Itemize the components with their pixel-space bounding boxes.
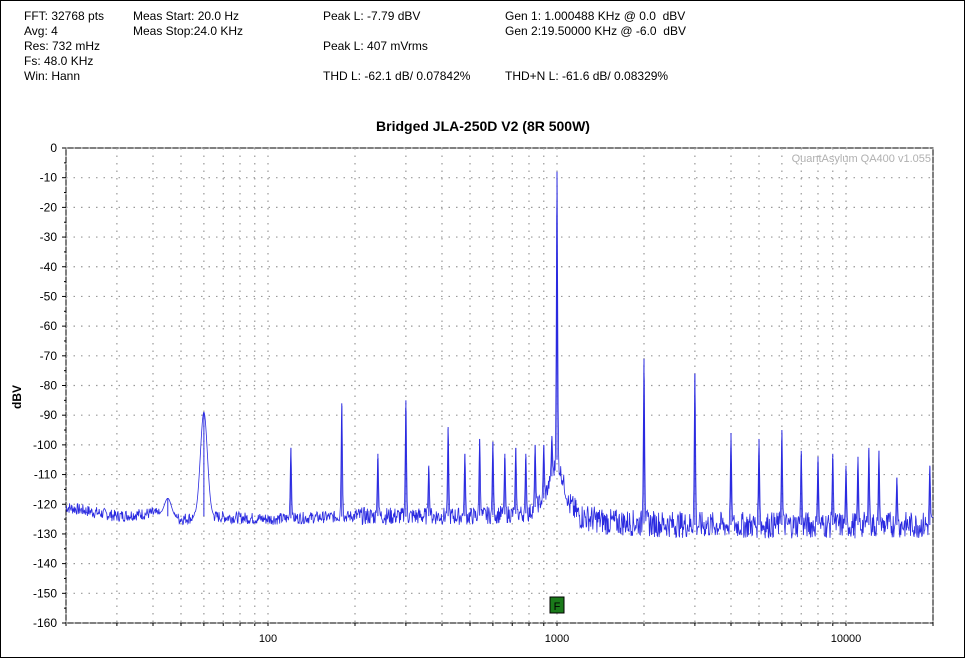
y-tick-label: -100	[33, 438, 57, 452]
y-tick-label: -70	[40, 349, 58, 363]
x-tick-label: 100	[259, 633, 277, 645]
thdn-l: THD+N L: -61.6 dB/ 0.08329%	[505, 69, 669, 83]
chart-title: Bridged JLA-250D V2 (8R 500W)	[376, 118, 590, 134]
plot-area	[65, 147, 934, 624]
y-tick-label: -50	[40, 289, 58, 303]
y-tick-label: -90	[40, 408, 58, 422]
y-tick-label: -40	[40, 260, 58, 274]
x-tick-label: 10000	[831, 633, 862, 645]
peak-l-dbv: Peak L: -7.79 dBV	[323, 9, 421, 23]
res-info: Res: 732 mHz	[24, 39, 101, 53]
x-tick-label: 1000	[545, 633, 569, 645]
y-tick-label: -30	[40, 230, 58, 244]
y-tick-label: -80	[40, 379, 58, 393]
fs-info: Fs: 48.0 KHz	[24, 54, 94, 68]
y-tick-label: -140	[33, 557, 57, 571]
peak-l-vrms: Peak L: 407 mVrms	[323, 39, 428, 53]
gen1-info: Gen 1: 1.000488 KHz @ 0.0 dBV	[505, 9, 686, 23]
gen2-info: Gen 2:19.50000 KHz @ -6.0 dBV	[505, 24, 686, 38]
fundamental-marker	[549, 596, 565, 614]
y-tick-label: -110	[34, 468, 57, 482]
fundamental-marker-label: F	[554, 601, 561, 613]
meas-start-info: Meas Start: 20.0 Hz	[133, 9, 240, 23]
meas-stop-info: Meas Stop:24.0 KHz	[133, 24, 244, 38]
y-tick-label: -160	[33, 616, 57, 630]
y-tick-label: -130	[33, 527, 57, 541]
spectrum-trace	[65, 177, 934, 540]
window-info: Win: Hann	[24, 69, 81, 83]
y-tick-label: 0	[50, 141, 57, 155]
y-tick-label: -150	[33, 586, 57, 600]
y-tick-label: -60	[40, 319, 58, 333]
thd-l: THD L: -62.1 dB/ 0.07842%	[323, 69, 471, 83]
avg-info: Avg: 4	[24, 24, 58, 38]
y-tick-label: -20	[40, 200, 58, 214]
y-tick-label: -120	[33, 497, 57, 511]
y-tick-label: -10	[40, 171, 58, 185]
watermark: QuantAsylum QA400 v1.055	[792, 153, 931, 165]
fft-info: FFT: 32768 pts	[24, 9, 105, 23]
